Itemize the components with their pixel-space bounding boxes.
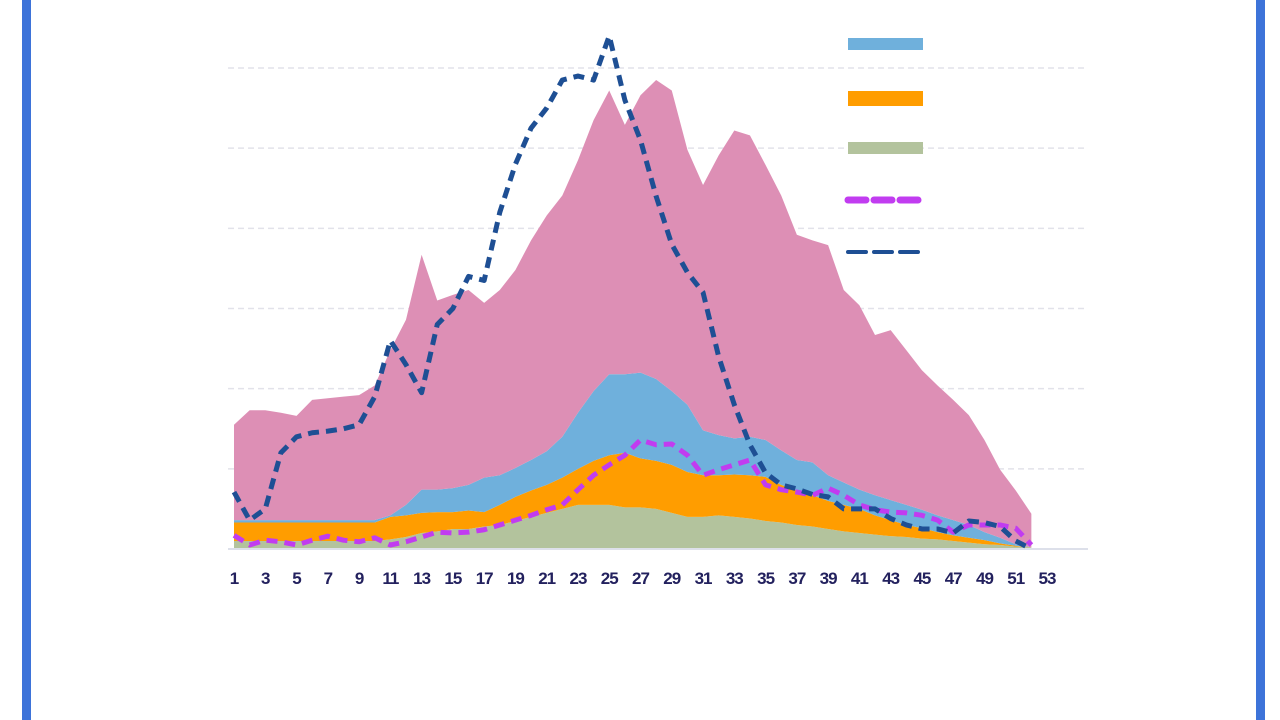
x-tick-label: 19 xyxy=(507,569,524,588)
x-tick-label: 29 xyxy=(663,569,680,588)
area-series-green xyxy=(234,504,1032,549)
legend-swatch xyxy=(848,142,923,154)
x-tick-label: 13 xyxy=(413,569,430,588)
line-series xyxy=(231,33,1034,552)
x-tick-labels: 1 3 5 7 9 11 13 15 17 19 21 23 25 27 29 31 33 35 37 39 41 43 4… xyxy=(230,569,1057,588)
frame-border-left xyxy=(22,0,31,720)
x-tick-label: 45 xyxy=(913,569,930,588)
x-tick-label: 49 xyxy=(976,569,993,588)
x-tick-label: 35 xyxy=(757,569,774,588)
legend-swatch xyxy=(848,91,923,106)
x-tick-label: 25 xyxy=(601,569,618,588)
area-series xyxy=(234,80,1032,549)
x-tick-label: 47 xyxy=(945,569,962,588)
line-series-purple-dashed xyxy=(232,437,1034,548)
x-tick-label: 23 xyxy=(570,569,587,588)
legend-swatch xyxy=(848,38,923,50)
x-tick-label: 51 xyxy=(1007,569,1024,588)
x-tick-label: 7 xyxy=(324,569,333,588)
x-tick-label: 5 xyxy=(292,569,301,588)
x-tick-label: 31 xyxy=(695,569,712,588)
x-tick-label: 27 xyxy=(632,569,649,588)
x-tick-label: 41 xyxy=(851,569,868,588)
x-tick-label: 15 xyxy=(444,569,461,588)
x-tick-label: 43 xyxy=(882,569,899,588)
x-tick-label: 11 xyxy=(382,569,399,588)
legend xyxy=(844,38,923,254)
x-tick-label: 37 xyxy=(788,569,805,588)
x-tick-label: 9 xyxy=(355,569,364,588)
x-tick-label: 53 xyxy=(1039,569,1056,588)
x-tick-label: 3 xyxy=(261,569,270,588)
area-series-pink xyxy=(234,80,1032,548)
frame-border-right xyxy=(1256,0,1265,720)
x-tick-label: 39 xyxy=(820,569,837,588)
area-series-blue xyxy=(234,372,1032,548)
area-series-orange xyxy=(234,452,1032,548)
x-tick-label: 17 xyxy=(476,569,493,588)
x-tick-label: 33 xyxy=(726,569,743,588)
x-tick-label: 1 xyxy=(230,569,239,588)
x-tick-label: 21 xyxy=(538,569,555,588)
